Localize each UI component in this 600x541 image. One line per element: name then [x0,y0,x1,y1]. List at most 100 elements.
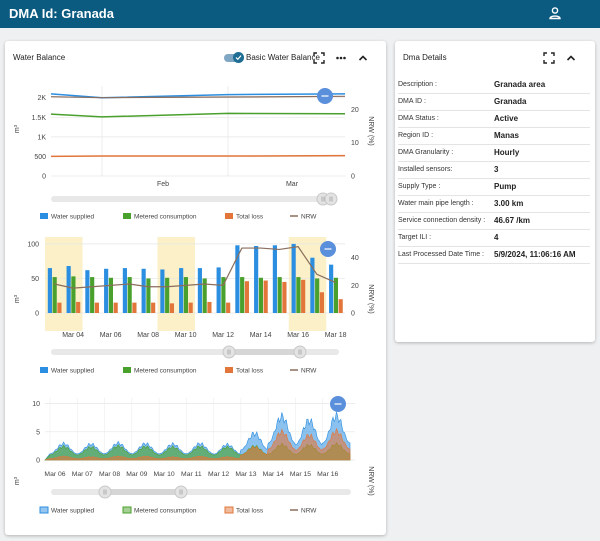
dma-details-title: Dma Details [403,53,447,62]
more-horizontal-icon[interactable] [335,52,347,64]
detail-label: Region ID : [398,132,434,139]
x-tick-label: Mar 06 [44,471,65,478]
range-handle[interactable] [174,485,188,499]
x-tick-label: Mar 09 [126,471,147,478]
y-tick-label: 1K [37,134,46,141]
bar-metered-consumption [258,277,263,313]
check-icon [235,55,242,61]
x-tick-label: Mar 12 [212,332,234,339]
bar-total-loss [132,302,137,313]
detail-value: 4 [494,233,499,242]
detail-label: Supply Type : [398,183,441,190]
range-handle[interactable] [98,485,112,499]
bar-water-supplied [66,266,71,313]
chevron-up-icon[interactable] [357,52,369,64]
y2-tick-label: 40 [351,255,359,262]
detail-value: Active [494,114,519,123]
detail-value: Granada area [494,80,546,89]
bar-total-loss [151,302,156,313]
bar-total-loss [226,302,231,313]
bar-metered-consumption [221,277,226,313]
x-tick-label: Mar 12 [208,471,229,478]
range-handle[interactable] [222,345,236,359]
toggle-label: Basic Water Balance [246,53,320,62]
legend-label[interactable]: Total loss [236,508,264,515]
legend-swatch [123,213,131,219]
detail-row: Supply Type : Pump [398,179,590,196]
range-handle[interactable] [293,345,307,359]
legend-swatch [225,213,233,219]
bar-water-supplied [310,257,315,313]
legend-label[interactable]: Total loss [236,214,264,221]
y2-tick-label: 10 [351,140,359,147]
detail-row: DMA Granularity : Hourly [398,145,590,162]
detail-label: Installed sensors: [398,166,453,173]
y-tick-label: 0 [42,174,46,181]
account-icon[interactable] [548,6,562,20]
range-track [51,196,335,202]
detail-value: Manas [494,131,519,140]
x-tick-label: Mar 11 [181,471,202,478]
legend-label[interactable]: Water supplied [51,508,94,515]
bar-metered-consumption [296,277,301,313]
bar-water-supplied [104,268,109,313]
y2-tick-label: 0 [351,311,355,318]
bar-metered-consumption [146,278,151,313]
bar-metered-consumption [71,276,76,313]
water-balance-card: Water Balance Basic Water Balance 0 500 1K… [5,41,386,535]
bar-water-supplied [122,268,127,313]
detail-label: DMA Status : [398,115,439,122]
x-tick-label: Mar 14 [263,471,284,478]
legend-label[interactable]: Metered consumption [134,508,197,515]
detail-row: Installed sensors: 3 [398,162,590,179]
legend-label[interactable]: NRW [301,508,317,515]
bar-water-supplied [85,270,90,313]
legend-label[interactable]: Metered consumption [134,368,197,375]
detail-value: 5/9/2024, 11:06:16 AM [494,250,576,259]
legend-label[interactable]: NRW [301,368,317,375]
y-axis-label: m³ [14,294,21,303]
detail-label: Water main pipe length : [398,200,474,207]
basic-water-balance-toggle[interactable] [224,52,244,63]
line-series-water-supplied [50,93,346,99]
legend-label[interactable]: Water supplied [51,214,94,221]
detail-row: DMA Status : Active [398,111,590,128]
legend-label[interactable]: Water supplied [51,368,94,375]
bar-metered-consumption [183,277,188,313]
bar-total-loss [169,303,175,313]
y2-axis-label: NRW (%) [367,284,374,313]
detail-row: Service connection density : 46.67 /km [398,213,590,230]
y2-tick-label: 20 [351,107,359,114]
app-bar: DMA Id: Granada [0,0,600,28]
legend-label[interactable]: NRW [301,214,317,221]
x-tick-label: Mar 06 [100,332,122,339]
x-tick-label: Mar 18 [325,332,347,339]
detail-label: Target ILI : [398,234,432,241]
fullscreen-icon[interactable] [313,52,325,64]
legend-swatch [39,506,49,514]
x-tick-label: Mar 16 [317,471,338,478]
y-tick-label: 1.5K [32,115,47,122]
x-tick-label: Mar 14 [250,332,272,339]
legend-swatch [224,506,234,514]
bar-total-loss [263,280,268,313]
range-handle[interactable] [324,192,338,206]
fullscreen-icon[interactable] [543,52,555,64]
area-total-loss [44,427,351,461]
detail-value: Granada [494,97,527,106]
y2-axis-label: NRW (%) [367,116,374,145]
bar-metered-consumption [127,277,132,313]
x-tick-label: Feb [157,181,169,188]
detail-label: Service connection density : [398,217,486,224]
bar-total-loss [338,299,343,313]
bar-water-supplied [160,269,165,313]
bar-metered-consumption [315,278,320,313]
bar-total-loss [188,302,193,313]
detail-value: Hourly [494,148,520,157]
chevron-up-icon[interactable] [565,52,577,64]
legend-label[interactable]: Total loss [236,368,264,375]
x-tick-label: Mar 10 [154,471,175,478]
bar-water-supplied [272,245,277,313]
x-tick-label: Mar 04 [62,332,84,339]
legend-label[interactable]: Metered consumption [134,214,197,221]
